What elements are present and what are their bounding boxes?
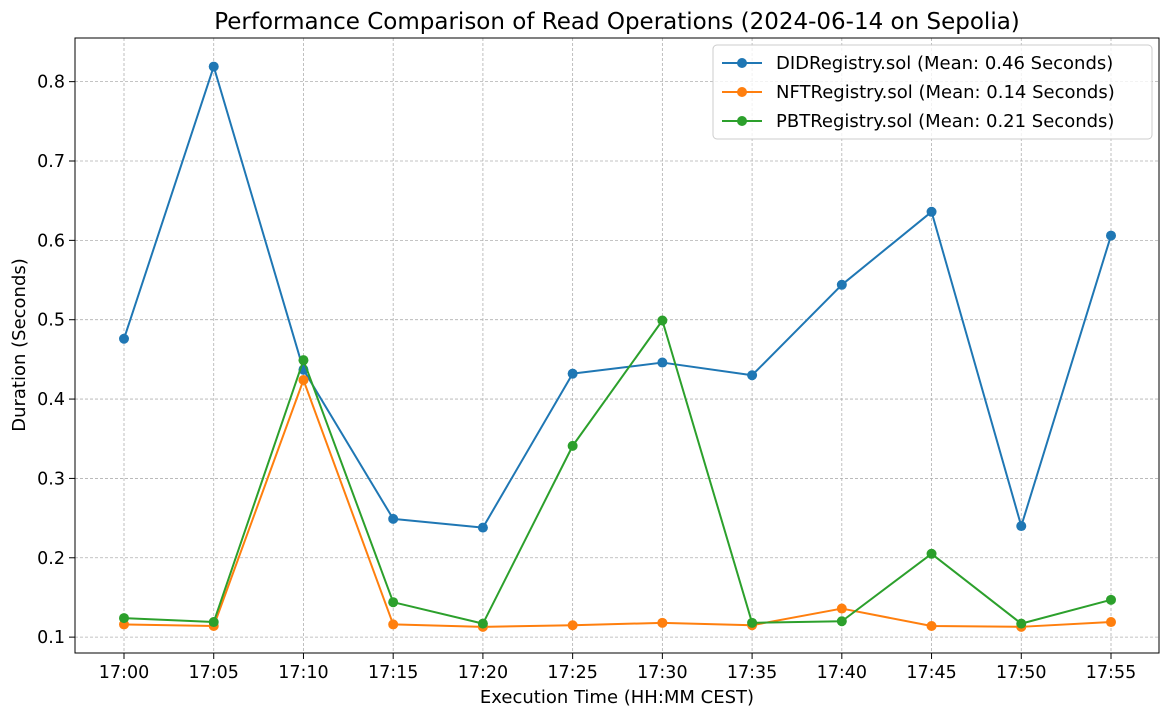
x-tick-label: 17:15	[368, 663, 418, 683]
x-tick-label: 17:00	[99, 663, 149, 683]
y-tick-label: 0.4	[37, 390, 65, 410]
x-tick-label: 17:30	[637, 663, 687, 683]
data-point	[477, 618, 488, 629]
series-line	[123, 65, 1112, 529]
y-axis-label: Duration (Seconds)	[9, 258, 30, 432]
data-point	[208, 617, 219, 628]
data-point	[1016, 521, 1027, 532]
y-tick-label: 0.1	[37, 628, 65, 648]
x-tick-label: 17:50	[996, 663, 1046, 683]
data-point	[926, 621, 937, 632]
y-tick-label: 0.3	[37, 469, 65, 489]
plot-frame	[74, 37, 1160, 654]
legend: DIDRegistry.sol (Mean: 0.46 Seconds) NFTR…	[712, 44, 1153, 140]
x-axis-label: Execution Time (HH:MM CEST)	[480, 687, 754, 708]
data-point	[1106, 230, 1116, 241]
legend-label: DIDRegistry.sol (Mean: 0.46 Seconds)	[776, 53, 1113, 74]
x-tick-label: 17:45	[906, 663, 956, 683]
data-point	[1106, 617, 1116, 628]
legend-label: NFTRegistry.sol (Mean: 0.14 Seconds)	[776, 82, 1115, 103]
chart-title: Performance Comparison of Read Operation…	[214, 9, 1020, 35]
data-point	[298, 355, 309, 366]
series-2	[119, 375, 1116, 632]
data-point	[747, 617, 758, 628]
x-tick-label: 17:20	[458, 663, 508, 683]
data-point	[836, 616, 847, 627]
legend-marker	[737, 116, 747, 126]
y-tick-label: 0.5	[37, 311, 65, 331]
legend-marker	[737, 87, 747, 97]
legend-item-1: DIDRegistry.sol (Mean: 0.46 Seconds)	[722, 53, 1113, 74]
y-tick-label: 0.6	[37, 231, 65, 251]
data-point	[388, 597, 399, 608]
legend-marker	[737, 58, 747, 68]
data-point	[567, 440, 578, 451]
x-tick-label: 17:25	[547, 663, 597, 683]
x-tick-label: 17:05	[189, 663, 239, 683]
data-point	[119, 613, 129, 624]
y-tick-label: 0.7	[37, 152, 65, 172]
data-point	[657, 357, 668, 368]
data-point	[1106, 594, 1116, 605]
series-1	[119, 61, 1116, 533]
data-point	[567, 620, 578, 631]
data-point	[657, 617, 668, 628]
x-tick-label: 17:55	[1086, 663, 1136, 683]
data-point	[567, 368, 578, 379]
data-point	[208, 61, 219, 72]
legend-item-3: PBTRegistry.sol (Mean: 0.21 Seconds)	[722, 111, 1114, 132]
data-point	[836, 603, 847, 614]
data-point	[1016, 618, 1027, 629]
data-point	[388, 513, 399, 524]
y-tick-label: 0.8	[37, 73, 65, 93]
data-point	[388, 619, 399, 630]
x-tick-label: 17:10	[278, 663, 328, 683]
data-point	[926, 206, 937, 217]
grid-layer	[75, 38, 1159, 653]
data-point	[657, 315, 668, 326]
data-point	[477, 522, 488, 533]
data-point	[836, 279, 847, 290]
data-point	[926, 548, 937, 559]
x-tick-label: 17:40	[817, 663, 867, 683]
series-3	[119, 315, 1116, 629]
legend-label: PBTRegistry.sol (Mean: 0.21 Seconds)	[776, 111, 1114, 132]
series-line	[123, 319, 1112, 625]
tick-layer: 17:00 17:05 17:10 17:15 17:20 17:25 17:30 17:35…	[37, 73, 1136, 683]
data-point	[119, 333, 129, 344]
legend-item-2: NFTRegistry.sol (Mean: 0.14 Seconds)	[722, 82, 1115, 103]
x-tick-label: 17:35	[727, 663, 777, 683]
y-tick-label: 0.2	[37, 549, 65, 569]
series-layer	[119, 61, 1116, 632]
data-point	[747, 370, 758, 381]
data-point	[298, 375, 309, 386]
series-line	[123, 379, 1112, 628]
legend-frame	[712, 44, 1153, 140]
